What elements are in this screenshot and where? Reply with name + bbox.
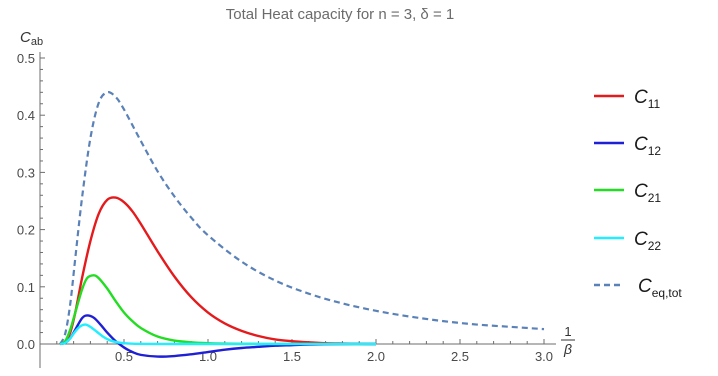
y-axis-label: Cab [20, 29, 43, 48]
y-tick-label: 0.5 [17, 51, 35, 66]
x-tick-label: 3.0 [535, 349, 553, 364]
y-axis-label-sub: ab [31, 36, 43, 48]
legend-label: C11 [634, 87, 661, 111]
x-tick-label: 2.5 [451, 349, 469, 364]
x-tick-label: 2.0 [367, 349, 385, 364]
legend: C11 C12 C21 C22 Ceq,tot [594, 87, 682, 300]
x-tick-label: 0.5 [115, 349, 133, 364]
y-tick-label: 0.4 [17, 108, 35, 123]
legend-label: Ceq,tot [638, 276, 682, 300]
y-axis-label-main: C [20, 29, 31, 46]
x-tick-label: 1.5 [283, 349, 301, 364]
x-axis-label-num: 1 [564, 324, 571, 339]
y-tick-label: 0.0 [17, 337, 35, 352]
y-tick-label: 0.2 [17, 223, 35, 238]
y-tick-label: 0.3 [17, 165, 35, 180]
legend-label: C22 [634, 229, 661, 253]
series-lines [59, 91, 545, 358]
series-line-c11 [59, 196, 377, 346]
legend-label: C12 [634, 134, 661, 158]
y-tick-label: 0.1 [17, 280, 35, 295]
ticks: 0.5 1.0 1.5 2.0 2.5 3.00.00.10.20.30.40.5 [17, 51, 553, 364]
x-axis-label-den: β [563, 341, 572, 357]
legend-label: C21 [634, 181, 661, 205]
chart-title: Total Heat capacity for n = 3, δ = 1 [226, 6, 454, 23]
series-line-c22 [59, 323, 376, 346]
x-axis-label: 1 β [561, 324, 575, 357]
svg-text:Cab: Cab [20, 29, 43, 48]
series-line-ceq-tot [59, 91, 545, 345]
series-line-c12 [59, 314, 377, 358]
